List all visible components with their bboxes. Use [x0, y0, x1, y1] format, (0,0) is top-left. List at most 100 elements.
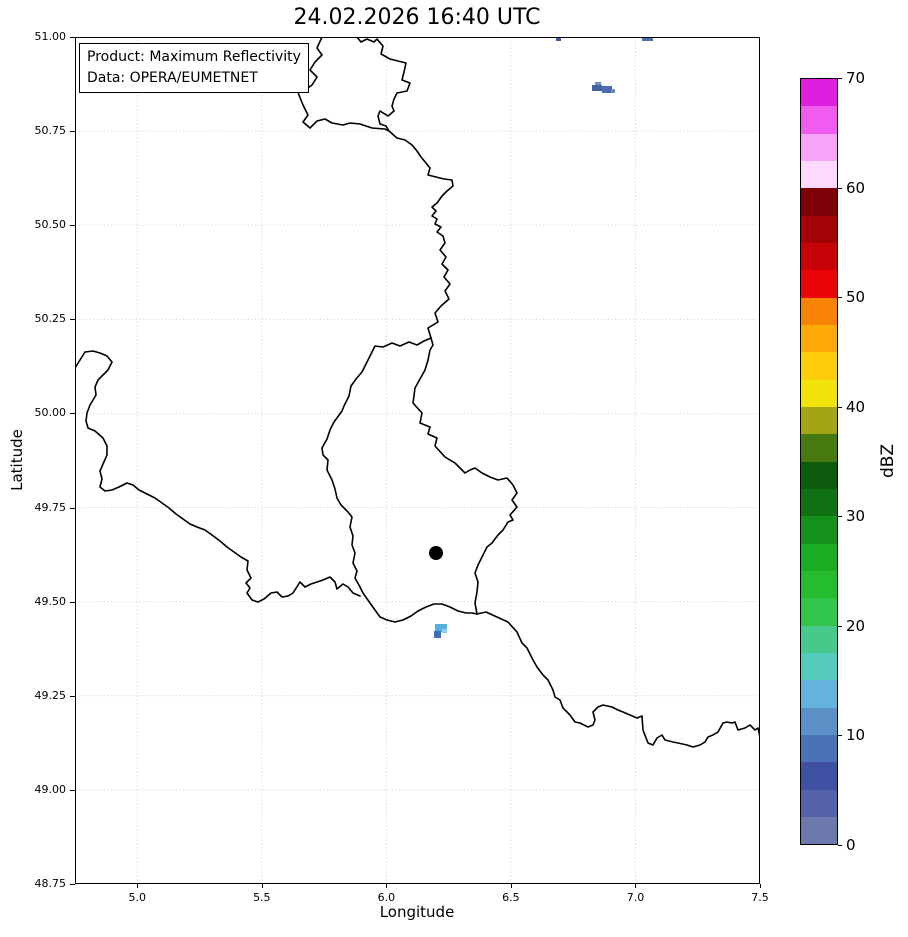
y-tick-label: 48.75: [34, 877, 67, 890]
colorbar-tick-mark: [838, 516, 842, 518]
y-tick-mark: [70, 695, 75, 697]
colorbar-segment: [801, 543, 837, 571]
colorbar-tick-mark: [838, 406, 842, 408]
y-tick-mark: [70, 507, 75, 509]
y-tick-label: 50.25: [34, 312, 67, 326]
country-border-be-de: [388, 130, 454, 339]
colorbar-segment: [801, 570, 837, 599]
country-border-fr-de: [476, 611, 760, 748]
colorbar-segment: [801, 461, 837, 489]
y-tick-label: 50.75: [34, 124, 67, 138]
country-border-lu-west-south: [321, 337, 478, 623]
x-axis-label: Longitude: [379, 903, 455, 921]
x-tick-label: 7.0: [626, 891, 645, 904]
radar-echo-cell: [611, 89, 615, 93]
colorbar-segment: [801, 652, 837, 681]
country-border-lu-east: [412, 337, 518, 615]
colorbar-tick-label: 40: [846, 397, 866, 416]
info-box: Product: Maximum Reflectivity Data: OPER…: [79, 43, 309, 93]
country-border-nl-de: [356, 37, 411, 132]
y-tick-label: 49.50: [34, 594, 67, 608]
y-tick-mark: [70, 884, 75, 885]
colorbar-segment: [801, 434, 837, 462]
colorbar-segment: [801, 79, 837, 107]
radar-echo-cell: [556, 37, 561, 41]
colorbar-segment: [801, 488, 837, 517]
colorbar-tick-label: 60: [846, 178, 866, 197]
colorbar-segment: [801, 680, 837, 708]
radar-echo-cell: [602, 86, 612, 93]
y-tick-label: 49.25: [34, 688, 67, 702]
colorbar-tick-mark: [838, 187, 842, 189]
colorbar-segment: [801, 598, 837, 626]
y-tick-mark: [70, 319, 75, 321]
colorbar-segment: [801, 789, 837, 817]
x-tick-mark: [386, 884, 388, 888]
radar-echo-cell: [442, 629, 447, 633]
colorbar-segment: [801, 215, 837, 243]
plot-title: 24.02.2026 16:40 UTC: [293, 5, 541, 30]
colorbar-segment: [801, 188, 837, 216]
x-tick-label: 5.0: [128, 891, 147, 904]
location-marker-dot: [429, 546, 443, 560]
info-data-line: Data: OPERA/EUMETNET: [87, 70, 258, 86]
x-tick-mark: [635, 884, 637, 888]
radar-echo-cell: [595, 82, 601, 86]
colorbar-tick-mark: [838, 845, 842, 846]
y-tick-mark: [70, 601, 75, 603]
colorbar-tick-label: 20: [846, 616, 866, 635]
x-tick-mark: [760, 884, 761, 888]
colorbar-segment: [801, 734, 837, 763]
country-border-meuse-nl-be: [297, 37, 390, 132]
x-tick-label: 5.5: [253, 891, 271, 904]
colorbar-frame: [800, 78, 838, 845]
colorbar-tick-mark: [838, 297, 842, 299]
colorbar-segment: [801, 625, 837, 653]
y-tick-mark: [70, 37, 75, 38]
colorbar-tick-label: 0: [846, 836, 856, 854]
y-tick-label: 51.00: [34, 30, 67, 43]
colorbar-tick-label: 70: [846, 69, 866, 87]
colorbar-tick-mark: [838, 78, 842, 79]
colorbar-segment: [801, 133, 837, 161]
colorbar-segment: [801, 270, 837, 298]
x-tick-label: 7.5: [751, 891, 769, 904]
y-tick-label: 49.00: [34, 782, 67, 796]
y-tick-label: 49.75: [34, 500, 67, 514]
country-border-fr-be: [75, 350, 361, 603]
radar-echo-cell: [434, 631, 441, 638]
colorbar-segment: [801, 324, 837, 353]
colorbar-segment: [801, 160, 837, 189]
x-tick-mark: [137, 884, 139, 888]
colorbar-segments: [801, 79, 837, 845]
colorbar-tick-mark: [838, 735, 842, 737]
colorbar-segment: [801, 352, 837, 380]
y-axis-label: Latitude: [8, 429, 26, 491]
x-tick-mark: [261, 884, 263, 888]
y-tick-mark: [70, 789, 75, 791]
colorbar-segment: [801, 707, 837, 735]
y-tick-label: 50.50: [34, 218, 67, 232]
colorbar-segment: [801, 106, 837, 134]
y-tick-mark: [70, 413, 75, 415]
colorbar-segment: [801, 816, 837, 845]
radar-echo-cell: [642, 37, 653, 41]
colorbar-segment: [801, 242, 837, 271]
colorbar-segment: [801, 379, 837, 407]
colorbar-segment: [801, 297, 837, 325]
x-tick-label: 6.5: [502, 891, 520, 904]
colorbar-segment: [801, 406, 837, 435]
x-tick-mark: [510, 884, 512, 888]
y-tick-mark: [70, 225, 75, 227]
map-plot: [75, 37, 760, 884]
radar-echo-cell: [592, 85, 602, 91]
colorbar-tick-label: 50: [846, 288, 866, 307]
y-tick-mark: [70, 131, 75, 133]
x-tick-label: 6.0: [377, 891, 396, 904]
colorbar-tick-label: 10: [846, 726, 866, 745]
colorbar-tick-label: 30: [846, 507, 866, 526]
colorbar-segment: [801, 516, 837, 544]
colorbar-tick-mark: [838, 625, 842, 627]
colorbar-label: dBZ: [878, 443, 898, 479]
